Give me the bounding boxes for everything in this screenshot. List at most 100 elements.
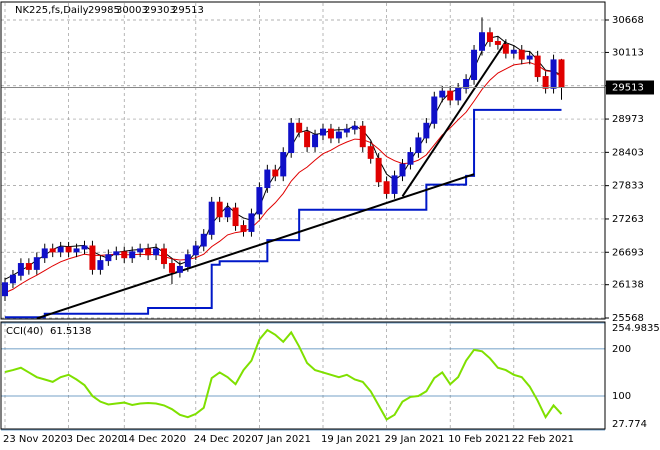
candle-body bbox=[312, 134, 319, 148]
x-tick-label: 24 Dec 2020 bbox=[194, 434, 258, 445]
candle-body bbox=[200, 233, 207, 247]
x-tick-label: 3 Dec 2020 bbox=[67, 434, 125, 445]
candle-body bbox=[494, 41, 501, 45]
candle-body bbox=[296, 122, 303, 133]
candle-body bbox=[121, 251, 128, 259]
y-tick-label: 28973 bbox=[612, 114, 644, 125]
price-label: 29513 bbox=[612, 82, 644, 93]
price-label-box bbox=[606, 80, 654, 95]
candle-body bbox=[248, 213, 255, 232]
main-frame bbox=[0, 1, 606, 320]
candle-body bbox=[399, 163, 406, 177]
candle-body bbox=[550, 59, 557, 89]
candle-body bbox=[391, 175, 398, 194]
candle-body bbox=[343, 128, 350, 133]
header-low: 29303 bbox=[144, 5, 176, 16]
candle-body bbox=[439, 90, 446, 98]
cci-value: 61.5138 bbox=[50, 326, 91, 337]
candle-body bbox=[240, 225, 247, 232]
candle-body bbox=[208, 201, 215, 235]
candle-body bbox=[81, 245, 88, 250]
cci-tick-label: 254.9835 bbox=[612, 323, 660, 334]
candle-body bbox=[534, 55, 541, 78]
candle-body bbox=[57, 246, 64, 253]
indicator-line bbox=[4, 62, 562, 294]
candle-body bbox=[327, 128, 334, 139]
candle-body bbox=[455, 87, 462, 101]
trend-line bbox=[36, 173, 475, 320]
candle-body bbox=[526, 55, 533, 60]
y-tick-label: 28403 bbox=[612, 147, 644, 158]
candle-body bbox=[153, 248, 160, 256]
y-tick-label: 27833 bbox=[612, 181, 644, 192]
x-tick-label: 10 Feb 2021 bbox=[448, 434, 510, 445]
candle-body bbox=[288, 122, 295, 154]
candle-body bbox=[359, 125, 366, 148]
chart-title: NK225,fs,Daily bbox=[15, 5, 89, 16]
candle-body bbox=[176, 265, 183, 273]
x-tick-label: 29 Jan 2021 bbox=[385, 434, 445, 445]
trend-line bbox=[401, 40, 507, 197]
cci-title: CCI(40) bbox=[6, 326, 44, 337]
candle-body bbox=[65, 246, 72, 253]
candle-body bbox=[423, 122, 430, 139]
y-tick-label: 30668 bbox=[612, 15, 644, 26]
candle-body bbox=[542, 76, 549, 89]
candle-body bbox=[168, 263, 175, 273]
candle-body bbox=[479, 32, 485, 51]
candle-body bbox=[304, 131, 311, 148]
candle-body bbox=[17, 263, 24, 276]
candle-body bbox=[335, 131, 342, 139]
y-tick-label: 25568 bbox=[612, 313, 644, 324]
y-tick-label: 26693 bbox=[612, 247, 644, 258]
candle-body bbox=[184, 254, 191, 267]
candle-body bbox=[280, 152, 287, 177]
candle-body bbox=[129, 251, 136, 259]
plot-layer: 2556826138266932726327833284032897329543… bbox=[1, 3, 660, 445]
candle-body bbox=[431, 96, 438, 124]
x-tick-label: 19 Jan 2021 bbox=[321, 434, 381, 445]
x-tick-label: 22 Feb 2021 bbox=[512, 434, 574, 445]
cci-tick-label: 27.774 bbox=[612, 419, 647, 430]
candle-body bbox=[486, 32, 493, 43]
candle-body bbox=[351, 125, 358, 130]
y-tick-label: 27263 bbox=[612, 214, 644, 225]
header-open: 29985 bbox=[88, 5, 120, 16]
candle-body bbox=[89, 245, 96, 270]
candle-body bbox=[383, 181, 390, 194]
candle-body bbox=[367, 146, 374, 159]
candle-body bbox=[137, 248, 144, 253]
candle-body bbox=[518, 49, 525, 60]
x-tick-label: 7 Jan 2021 bbox=[257, 434, 311, 445]
candle-body bbox=[161, 248, 167, 265]
candle-body bbox=[415, 137, 422, 154]
candle-body bbox=[49, 248, 56, 253]
candle-body bbox=[113, 251, 120, 256]
candle-body bbox=[407, 152, 414, 165]
candle-body bbox=[2, 282, 8, 297]
candle-body bbox=[97, 260, 104, 270]
cci-tick-label: 100 bbox=[612, 391, 631, 402]
candle-body bbox=[320, 128, 326, 136]
candle-body bbox=[272, 169, 279, 177]
candle-body bbox=[463, 78, 470, 89]
header-close: 29513 bbox=[172, 5, 204, 16]
cci-line bbox=[4, 328, 563, 421]
candle-body bbox=[447, 90, 454, 101]
candle-body bbox=[558, 59, 565, 88]
candle-body bbox=[375, 157, 382, 183]
candle-body bbox=[145, 248, 152, 256]
candle-body bbox=[224, 207, 231, 218]
candle-body bbox=[73, 248, 80, 253]
candle-body bbox=[25, 263, 32, 270]
candle-body bbox=[192, 245, 199, 256]
candle-body bbox=[264, 169, 271, 189]
candle-body bbox=[33, 257, 40, 270]
candle-body bbox=[41, 248, 48, 259]
candle-body bbox=[232, 207, 239, 227]
candle-body bbox=[216, 201, 223, 218]
candle-body bbox=[256, 187, 263, 215]
candle-body bbox=[105, 254, 112, 262]
y-tick-label: 26138 bbox=[612, 280, 644, 291]
